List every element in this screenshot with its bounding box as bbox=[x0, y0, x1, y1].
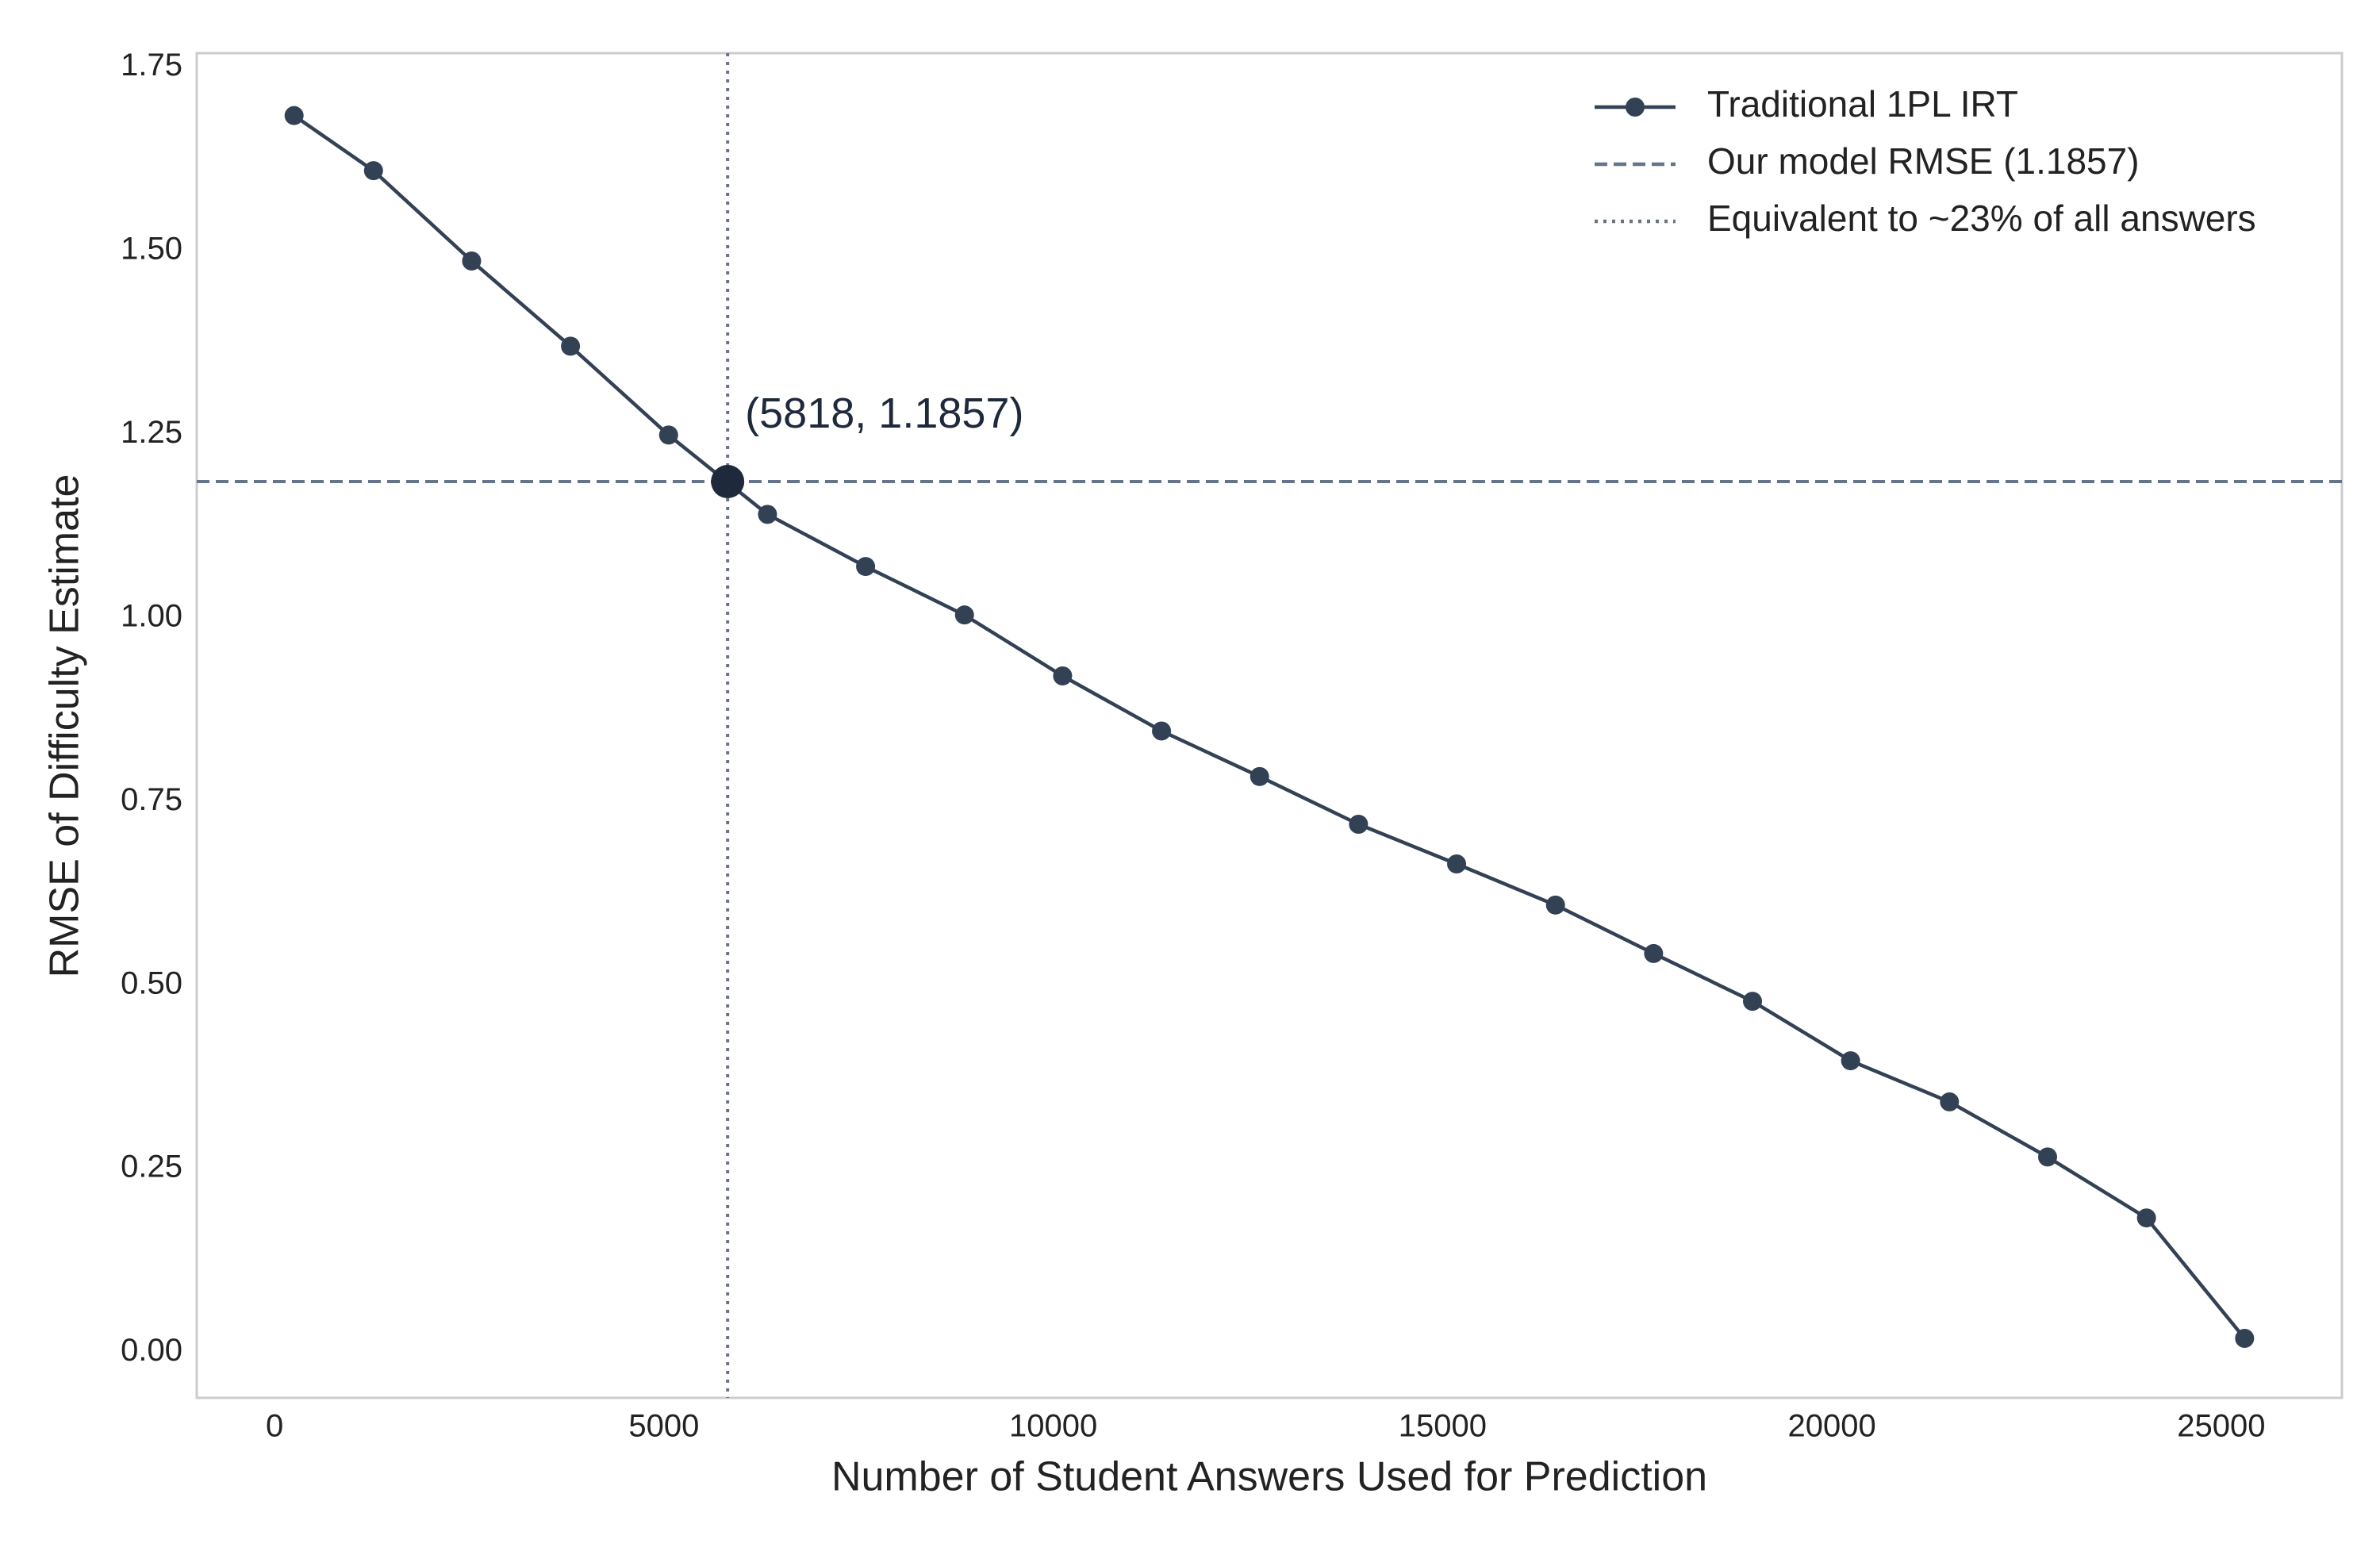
data-point bbox=[1152, 721, 1172, 741]
y-axis-label: RMSE of Difficulty Estimate bbox=[42, 474, 88, 978]
x-tick-label: 5000 bbox=[628, 1409, 699, 1444]
data-point bbox=[2037, 1147, 2057, 1167]
y-tick-label: 1.00 bbox=[121, 598, 182, 633]
legend-label: Equivalent to ~23% of all answers bbox=[1707, 198, 2256, 239]
y-tick-label: 0.75 bbox=[121, 782, 182, 817]
data-point bbox=[561, 336, 581, 356]
y-tick-label: 0.25 bbox=[121, 1150, 182, 1184]
x-tick-label: 25000 bbox=[2177, 1409, 2265, 1444]
plot-frame bbox=[195, 52, 2344, 1399]
data-point bbox=[462, 251, 482, 271]
data-point bbox=[2136, 1208, 2156, 1228]
data-point bbox=[2235, 1329, 2255, 1349]
data-point bbox=[1644, 943, 1664, 963]
data-point bbox=[856, 557, 876, 577]
x-tick-label: 15000 bbox=[1399, 1409, 1487, 1444]
data-point bbox=[1940, 1092, 1960, 1111]
y-tick-label: 0.00 bbox=[121, 1333, 182, 1368]
x-tick-label: 20000 bbox=[1788, 1409, 1876, 1444]
data-point bbox=[363, 161, 383, 181]
data-point bbox=[954, 605, 974, 625]
data-point bbox=[1841, 1051, 1860, 1071]
data-point bbox=[284, 106, 304, 125]
legend-label: Traditional 1PL IRT bbox=[1707, 83, 2018, 125]
data-point bbox=[1743, 992, 1763, 1012]
legend-marker bbox=[1626, 98, 1645, 117]
y-tick-label: 0.50 bbox=[121, 965, 182, 1000]
legend-label: Our model RMSE (1.1857) bbox=[1707, 140, 2140, 182]
data-point bbox=[1053, 666, 1073, 686]
data-point bbox=[1447, 854, 1467, 873]
data-point bbox=[1250, 766, 1269, 786]
y-tick-label: 1.75 bbox=[121, 48, 182, 83]
highlight-point bbox=[711, 464, 745, 498]
data-point bbox=[1545, 895, 1565, 915]
data-point bbox=[1349, 815, 1368, 835]
data-point bbox=[758, 505, 777, 524]
series-line bbox=[293, 113, 2247, 1340]
data-point bbox=[658, 425, 678, 445]
x-tick-label: 10000 bbox=[1009, 1409, 1097, 1444]
x-axis-label: Number of Student Answers Used for Predi… bbox=[831, 1454, 1707, 1500]
y-tick-label: 1.25 bbox=[121, 415, 182, 450]
annotation-text: (5818, 1.1857) bbox=[745, 390, 1023, 437]
y-tick-label: 1.50 bbox=[121, 232, 182, 267]
x-tick-label: 0 bbox=[266, 1409, 283, 1444]
